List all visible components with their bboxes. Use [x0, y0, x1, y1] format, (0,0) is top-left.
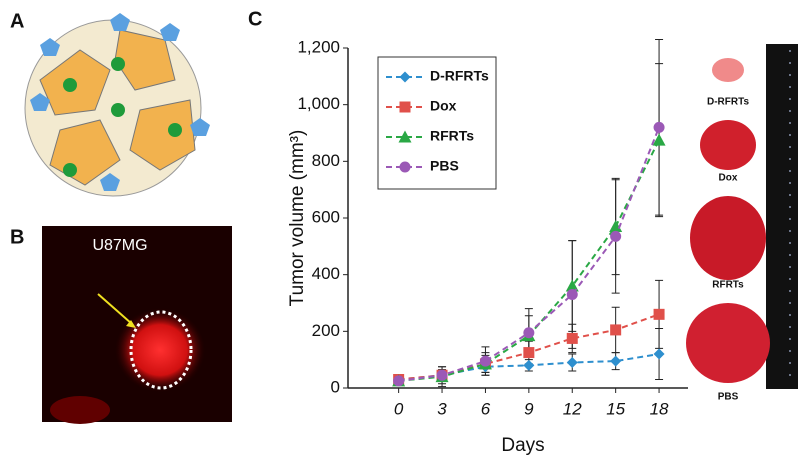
photo-label: D-RFRTs — [707, 97, 749, 108]
legend-label: PBS — [430, 158, 459, 174]
fluorescence-image: U87MG — [42, 226, 232, 424]
y-tick-label: 0 — [331, 377, 340, 396]
marker — [479, 355, 491, 367]
y-tick-label: 600 — [312, 207, 340, 226]
marker — [523, 359, 535, 371]
marker — [523, 327, 535, 339]
marker — [610, 324, 622, 336]
x-tick-label: 3 — [437, 399, 447, 418]
x-tick-label: 18 — [650, 399, 669, 418]
photo-label: RFRTs — [712, 280, 744, 291]
marker — [566, 357, 578, 368]
marker — [610, 355, 622, 367]
cell-line-label: U87MG — [92, 237, 147, 254]
marker — [393, 375, 405, 387]
marker — [609, 220, 623, 232]
plot: 0 200 400 600 800 1,000 1,200 0 3 6 9 12 15 18 D-RFRTs… — [297, 37, 688, 418]
y-tick-label: 800 — [312, 151, 340, 170]
marker — [399, 161, 411, 173]
marker — [566, 289, 578, 300]
x-tick-label: 6 — [481, 399, 491, 418]
x-tick-label: 15 — [606, 399, 625, 418]
tumor-photos: D-RFRTs Dox RFRTs PBS — [686, 44, 798, 403]
x-axis-label: Days — [501, 435, 544, 456]
legend-label: D-RFRTs — [430, 68, 489, 84]
legend-label: RFRTs — [430, 128, 474, 144]
y-tick-label: 200 — [312, 321, 340, 340]
marker — [653, 121, 665, 133]
marker — [566, 332, 578, 344]
photo-label: Dox — [719, 173, 738, 184]
y-tick-label: 400 — [312, 264, 340, 283]
x-tick-label: 0 — [394, 399, 404, 418]
x-tick-label: 9 — [524, 399, 534, 418]
y-tick-label: 1,200 — [297, 37, 340, 56]
photo-label: PBS — [718, 392, 739, 403]
marker — [653, 348, 665, 360]
marker — [523, 347, 535, 359]
marker — [653, 308, 665, 320]
panel-label: C — [248, 8, 262, 30]
panel-label: B — [10, 226, 24, 248]
marker — [399, 101, 411, 113]
marker — [399, 71, 411, 83]
legend-label: Dox — [430, 98, 457, 114]
y-tick-label: 1,000 — [297, 94, 340, 113]
marker — [652, 133, 666, 146]
marker — [398, 130, 412, 143]
marker — [610, 230, 622, 242]
marker — [436, 369, 448, 381]
y-axis-label: Tumor volume (mm³) — [287, 130, 308, 307]
nanoparticle-illustration — [24, 13, 210, 197]
x-tick-label: 12 — [563, 399, 582, 418]
panel-label: A — [10, 10, 24, 32]
